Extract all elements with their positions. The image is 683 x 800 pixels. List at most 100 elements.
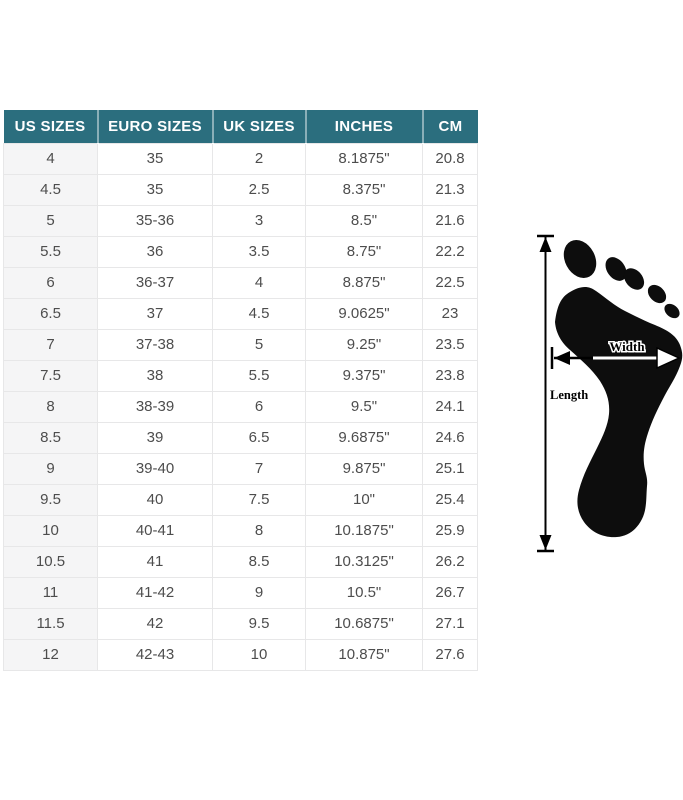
table-cell: 2.5	[212, 174, 306, 206]
toe-2	[605, 257, 627, 281]
table-cell: 37-38	[97, 329, 213, 361]
table-row: 6.5 37 4.5 9.0625" 23	[3, 298, 478, 330]
table-cell: 9.5"	[305, 391, 423, 423]
table-cell: 42	[97, 608, 213, 640]
table-cell: 12	[3, 639, 98, 671]
table-cell: 26.2	[422, 546, 478, 578]
toe-3	[623, 268, 645, 290]
table-row: 10.5 41 8.5 10.3125" 26.2	[3, 546, 478, 578]
table-cell: 25.9	[422, 515, 478, 547]
table-cell: 6.5	[3, 298, 98, 330]
table-cell: 10	[212, 639, 306, 671]
table-cell: 35	[97, 142, 213, 175]
table-cell: 23.5	[422, 329, 478, 361]
table-cell: 9.6875"	[305, 422, 423, 454]
table-cell: 4	[212, 267, 306, 299]
table-cell: 10.5"	[305, 577, 423, 609]
big-toe	[563, 239, 597, 279]
table-cell: 22.5	[422, 267, 478, 299]
table-cell: 24.1	[422, 391, 478, 423]
table-cell: 10	[3, 515, 98, 547]
table-cell: 39	[97, 422, 213, 454]
table-cell: 10.875"	[305, 639, 423, 671]
table-row: 8.5 39 6.5 9.6875" 24.6	[3, 422, 478, 454]
width-arrow	[550, 346, 681, 370]
table-header: US SIZES EURO SIZES UK SIZES INCHES CM	[3, 110, 478, 143]
table-cell: 27.6	[422, 639, 478, 671]
table-cell: 35	[97, 174, 213, 206]
table-cell: 7	[212, 453, 306, 485]
table-cell: 40	[97, 484, 213, 516]
table-cell: 7	[3, 329, 98, 361]
table-cell: 9.25"	[305, 329, 423, 361]
table-cell: 6	[212, 391, 306, 423]
table-cell: 11.5	[3, 608, 98, 640]
table-cell: 7.5	[212, 484, 306, 516]
table-cell: 3	[212, 205, 306, 237]
table-cell: 8.75"	[305, 236, 423, 268]
table-cell: 5	[212, 329, 306, 361]
table-row: 11 41-42 9 10.5" 26.7	[3, 577, 478, 609]
table-cell: 6	[3, 267, 98, 299]
toe-4	[647, 284, 667, 304]
table-row: 7 37-38 5 9.25" 23.5	[3, 329, 478, 361]
table-cell: 22.2	[422, 236, 478, 268]
table-row: 12 42-43 10 10.875" 27.6	[3, 639, 478, 671]
table-cell: 8.5"	[305, 205, 423, 237]
table-cell: 23.8	[422, 360, 478, 392]
table-cell: 39-40	[97, 453, 213, 485]
table-row: 4 35 2 8.1875" 20.8	[3, 142, 478, 175]
table-cell: 7.5	[3, 360, 98, 392]
table-cell: 8	[3, 391, 98, 423]
table-cell: 11	[3, 577, 98, 609]
table-body: 4 35 2 8.1875" 20.8 4.5 35 2.5 8.375" 21.3 5 35-36 3…	[3, 142, 478, 671]
table-cell: 9.875"	[305, 453, 423, 485]
table-cell: 8.875"	[305, 267, 423, 299]
table-row: 6 36-37 4 8.875" 22.5	[3, 267, 478, 299]
table-cell: 38	[97, 360, 213, 392]
column-header: INCHES	[305, 110, 424, 143]
table-cell: 4.5	[212, 298, 306, 330]
table-cell: 42-43	[97, 639, 213, 671]
table-cell: 9.5	[212, 608, 306, 640]
table-cell: 41-42	[97, 577, 213, 609]
table-row: 9 39-40 7 9.875" 25.1	[3, 453, 478, 485]
table-cell: 5.5	[212, 360, 306, 392]
toe-5	[664, 303, 680, 319]
table-cell: 10.5	[3, 546, 98, 578]
table-cell: 26.7	[422, 577, 478, 609]
table-cell: 8.5	[3, 422, 98, 454]
table-cell: 37	[97, 298, 213, 330]
table-row: 9.5 40 7.5 10" 25.4	[3, 484, 478, 516]
table-cell: 40-41	[97, 515, 213, 547]
column-header: UK SIZES	[212, 110, 307, 143]
table-cell: 10.3125"	[305, 546, 423, 578]
table-cell: 8.375"	[305, 174, 423, 206]
table-cell: 9	[212, 577, 306, 609]
table-cell: 9.375"	[305, 360, 423, 392]
width-label: Width	[609, 339, 645, 354]
table-cell: 8	[212, 515, 306, 547]
table-cell: 6.5	[212, 422, 306, 454]
table-cell: 21.6	[422, 205, 478, 237]
table-cell: 38-39	[97, 391, 213, 423]
table-row: 5 35-36 3 8.5" 21.6	[3, 205, 478, 237]
table-row: 7.5 38 5.5 9.375" 23.8	[3, 360, 478, 392]
table-cell: 10"	[305, 484, 423, 516]
length-label: Length	[550, 388, 588, 402]
shoe-size-conversion-table: US SIZES EURO SIZES UK SIZES INCHES CM 4 35 2 8…	[3, 110, 478, 671]
table-cell: 3.5	[212, 236, 306, 268]
table-cell: 27.1	[422, 608, 478, 640]
table-row: 8 38-39 6 9.5" 24.1	[3, 391, 478, 423]
table-cell: 24.6	[422, 422, 478, 454]
foot-measurement-diagram: Width Length	[537, 234, 683, 553]
table-cell: 35-36	[97, 205, 213, 237]
table-row: 10 40-41 8 10.1875" 25.9	[3, 515, 478, 547]
table-row: 11.5 42 9.5 10.6875" 27.1	[3, 608, 478, 640]
table-cell: 5.5	[3, 236, 98, 268]
table-cell: 2	[212, 142, 306, 175]
table-cell: 9.5	[3, 484, 98, 516]
table-cell: 25.1	[422, 453, 478, 485]
column-header: CM	[422, 110, 478, 143]
